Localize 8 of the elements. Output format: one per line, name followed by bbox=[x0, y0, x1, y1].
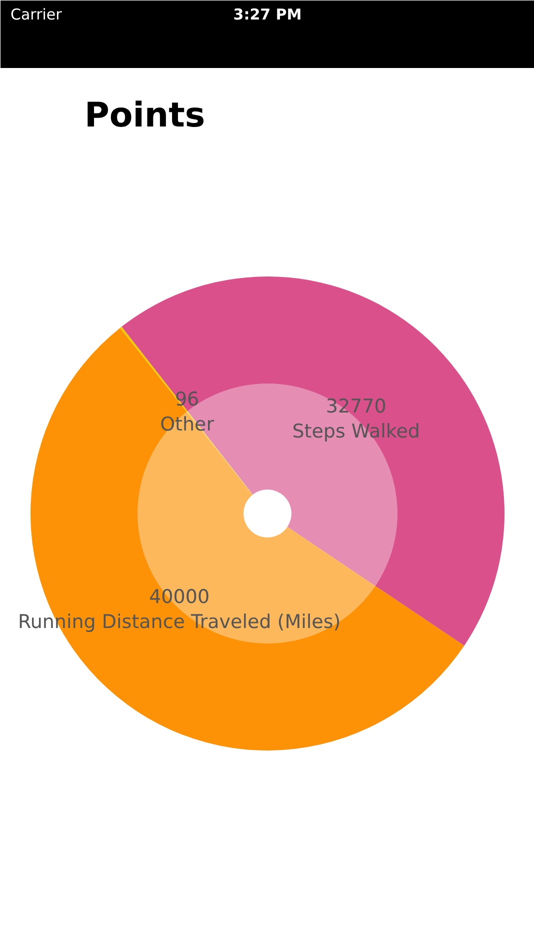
data-label: 96 bbox=[174, 388, 200, 410]
chart-title: Points bbox=[84, 96, 206, 136]
slice-label: Steps Walked bbox=[292, 420, 420, 442]
text: 3:27 PM bbox=[233, 6, 302, 24]
data-label: 32770 bbox=[326, 395, 386, 418]
slice-label: Other bbox=[160, 413, 214, 436]
data-label: 40000 bbox=[149, 586, 210, 608]
text: Carrier bbox=[10, 6, 63, 24]
